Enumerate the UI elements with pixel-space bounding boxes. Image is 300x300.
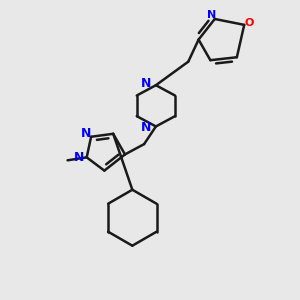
Text: N: N: [141, 122, 152, 134]
Text: N: N: [207, 11, 216, 20]
Text: O: O: [245, 17, 254, 28]
Text: N: N: [81, 127, 91, 140]
Text: N: N: [141, 77, 152, 90]
Text: N: N: [74, 151, 85, 164]
